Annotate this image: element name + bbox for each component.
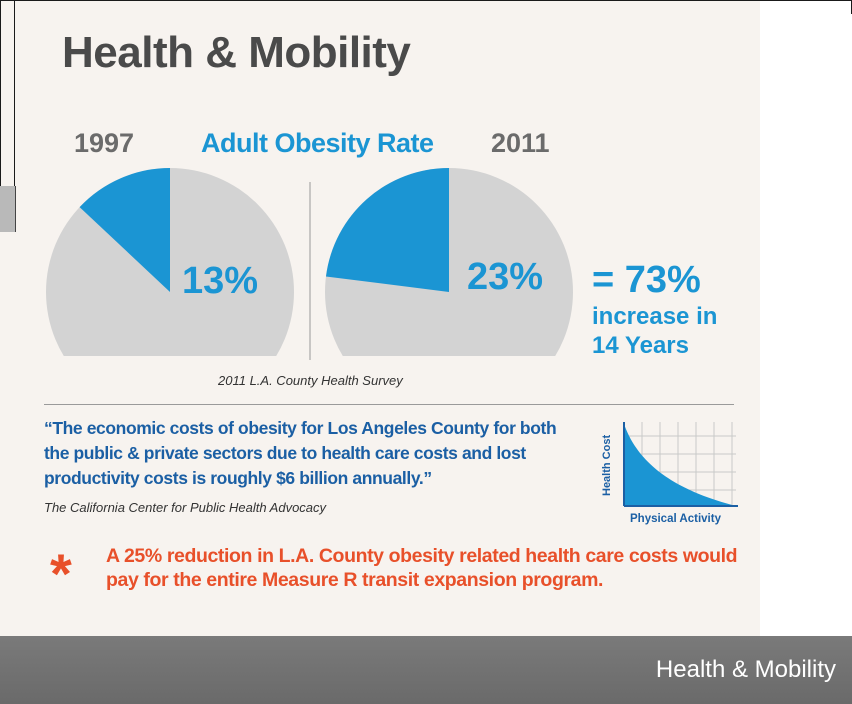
pie-slice-value-2011 (325, 168, 449, 292)
window-frame-top (0, 0, 852, 1)
pie-1997 (46, 168, 294, 356)
increase-value: = 73% (592, 259, 701, 301)
increase-callout: = 73% increase in 14 Years (592, 258, 717, 360)
footer-bar: Health & Mobility (0, 636, 852, 704)
pie-value-label-2011: 23% (467, 256, 544, 298)
asterisk-icon: * (50, 542, 72, 605)
pie-2011 (325, 168, 573, 356)
infographic-panel: Health & Mobility 1997 Adult Obesity Rat… (0, 0, 760, 636)
window-frame-left (0, 0, 1, 232)
pie-slice-value-1997 (79, 168, 170, 292)
quote-attribution: The California Center for Public Health … (44, 500, 327, 515)
year-label-1997: 1997 (74, 128, 135, 158)
pie-value-label-1997: 13% (182, 260, 259, 302)
year-label-2011: 2011 (491, 128, 550, 158)
window-frame-inner-left (14, 0, 15, 186)
quote-text: “The economic costs of obesity for Los A… (44, 418, 557, 488)
mini-chart-grid (624, 422, 736, 506)
increase-line2: 14 Years (592, 332, 689, 359)
page-title: Health & Mobility (62, 28, 411, 77)
footer-label: Health & Mobility (655, 656, 836, 683)
side-tab (0, 186, 16, 232)
mini-chart-ylabel: Health Cost (601, 435, 613, 496)
mini-chart-xlabel: Physical Activity (630, 513, 722, 525)
chart-source: 2011 L.A. County Health Survey (218, 373, 403, 388)
chart-title: Adult Obesity Rate (201, 128, 434, 158)
increase-line1: increase in (592, 303, 718, 330)
callout-text: A 25% reduction in L.A. County obesity r… (106, 545, 738, 591)
health-cost-mini-chart: Health Cost Physical Activity (601, 422, 738, 525)
mini-chart-curve-area (624, 424, 736, 506)
pie-charts (46, 168, 573, 360)
section-divider (44, 404, 734, 405)
